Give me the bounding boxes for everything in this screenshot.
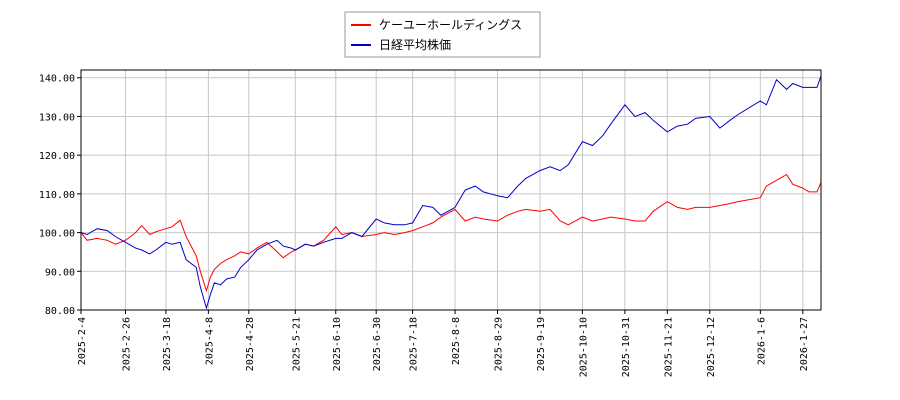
y-tick-label: 100.00 — [39, 229, 75, 240]
x-tick-label: 2025-6-30 — [372, 317, 383, 371]
x-tick-label: 2025-9-19 — [536, 317, 547, 371]
x-tick-label: 2025-10-31 — [621, 317, 632, 377]
plot-area-frame — [80, 69, 822, 311]
legend-label: ケーユーホールディングス — [379, 17, 522, 32]
x-tick-label: 2025-10-10 — [578, 317, 589, 377]
series-line-1 — [80, 173, 822, 293]
x-axis: 2025-2-4 2025-2-26 2025-3-18 2025-4-8 2025-4… — [77, 310, 810, 377]
y-tick-label: 80.00 — [45, 306, 75, 317]
x-tick-label: 2025-11-21 — [663, 317, 674, 377]
y-tick-label: 110.00 — [39, 190, 75, 201]
x-tick-label: 2025-2-26 — [121, 317, 132, 371]
x-tick-label: 2026-1-27 — [799, 317, 810, 371]
y-axis: 80.00 90.00 100.00 110.00 120.00 130.00 140.00 — [39, 74, 81, 317]
y-tick-label: 90.00 — [45, 267, 75, 278]
series-lines — [80, 75, 822, 310]
legend-box — [344, 11, 541, 58]
x-tick-label: 2025-4-8 — [204, 317, 215, 365]
grid-lines — [80, 70, 821, 311]
y-tick-label: 120.00 — [39, 151, 75, 162]
x-tick-label: 2025-12-12 — [706, 317, 717, 377]
legend-label: 日経平均株価 — [379, 37, 451, 52]
x-tick-label: 2025-3-18 — [162, 317, 173, 371]
x-tick-label: 2026-1-6 — [756, 317, 767, 365]
x-tick-label: 2025-4-28 — [245, 317, 256, 371]
series-line-2 — [80, 75, 822, 310]
x-tick-label: 2025-7-18 — [409, 317, 420, 371]
x-tick-label: 2025-2-4 — [77, 317, 88, 365]
y-tick-label: 130.00 — [39, 112, 75, 123]
y-tick-label: 140.00 — [39, 74, 75, 85]
x-tick-label: 2025-8-29 — [494, 317, 505, 371]
x-tick-label: 2025-6-10 — [332, 317, 343, 371]
x-tick-label: 2025-8-8 — [451, 317, 462, 365]
x-tick-label: 2025-5-21 — [291, 317, 302, 371]
